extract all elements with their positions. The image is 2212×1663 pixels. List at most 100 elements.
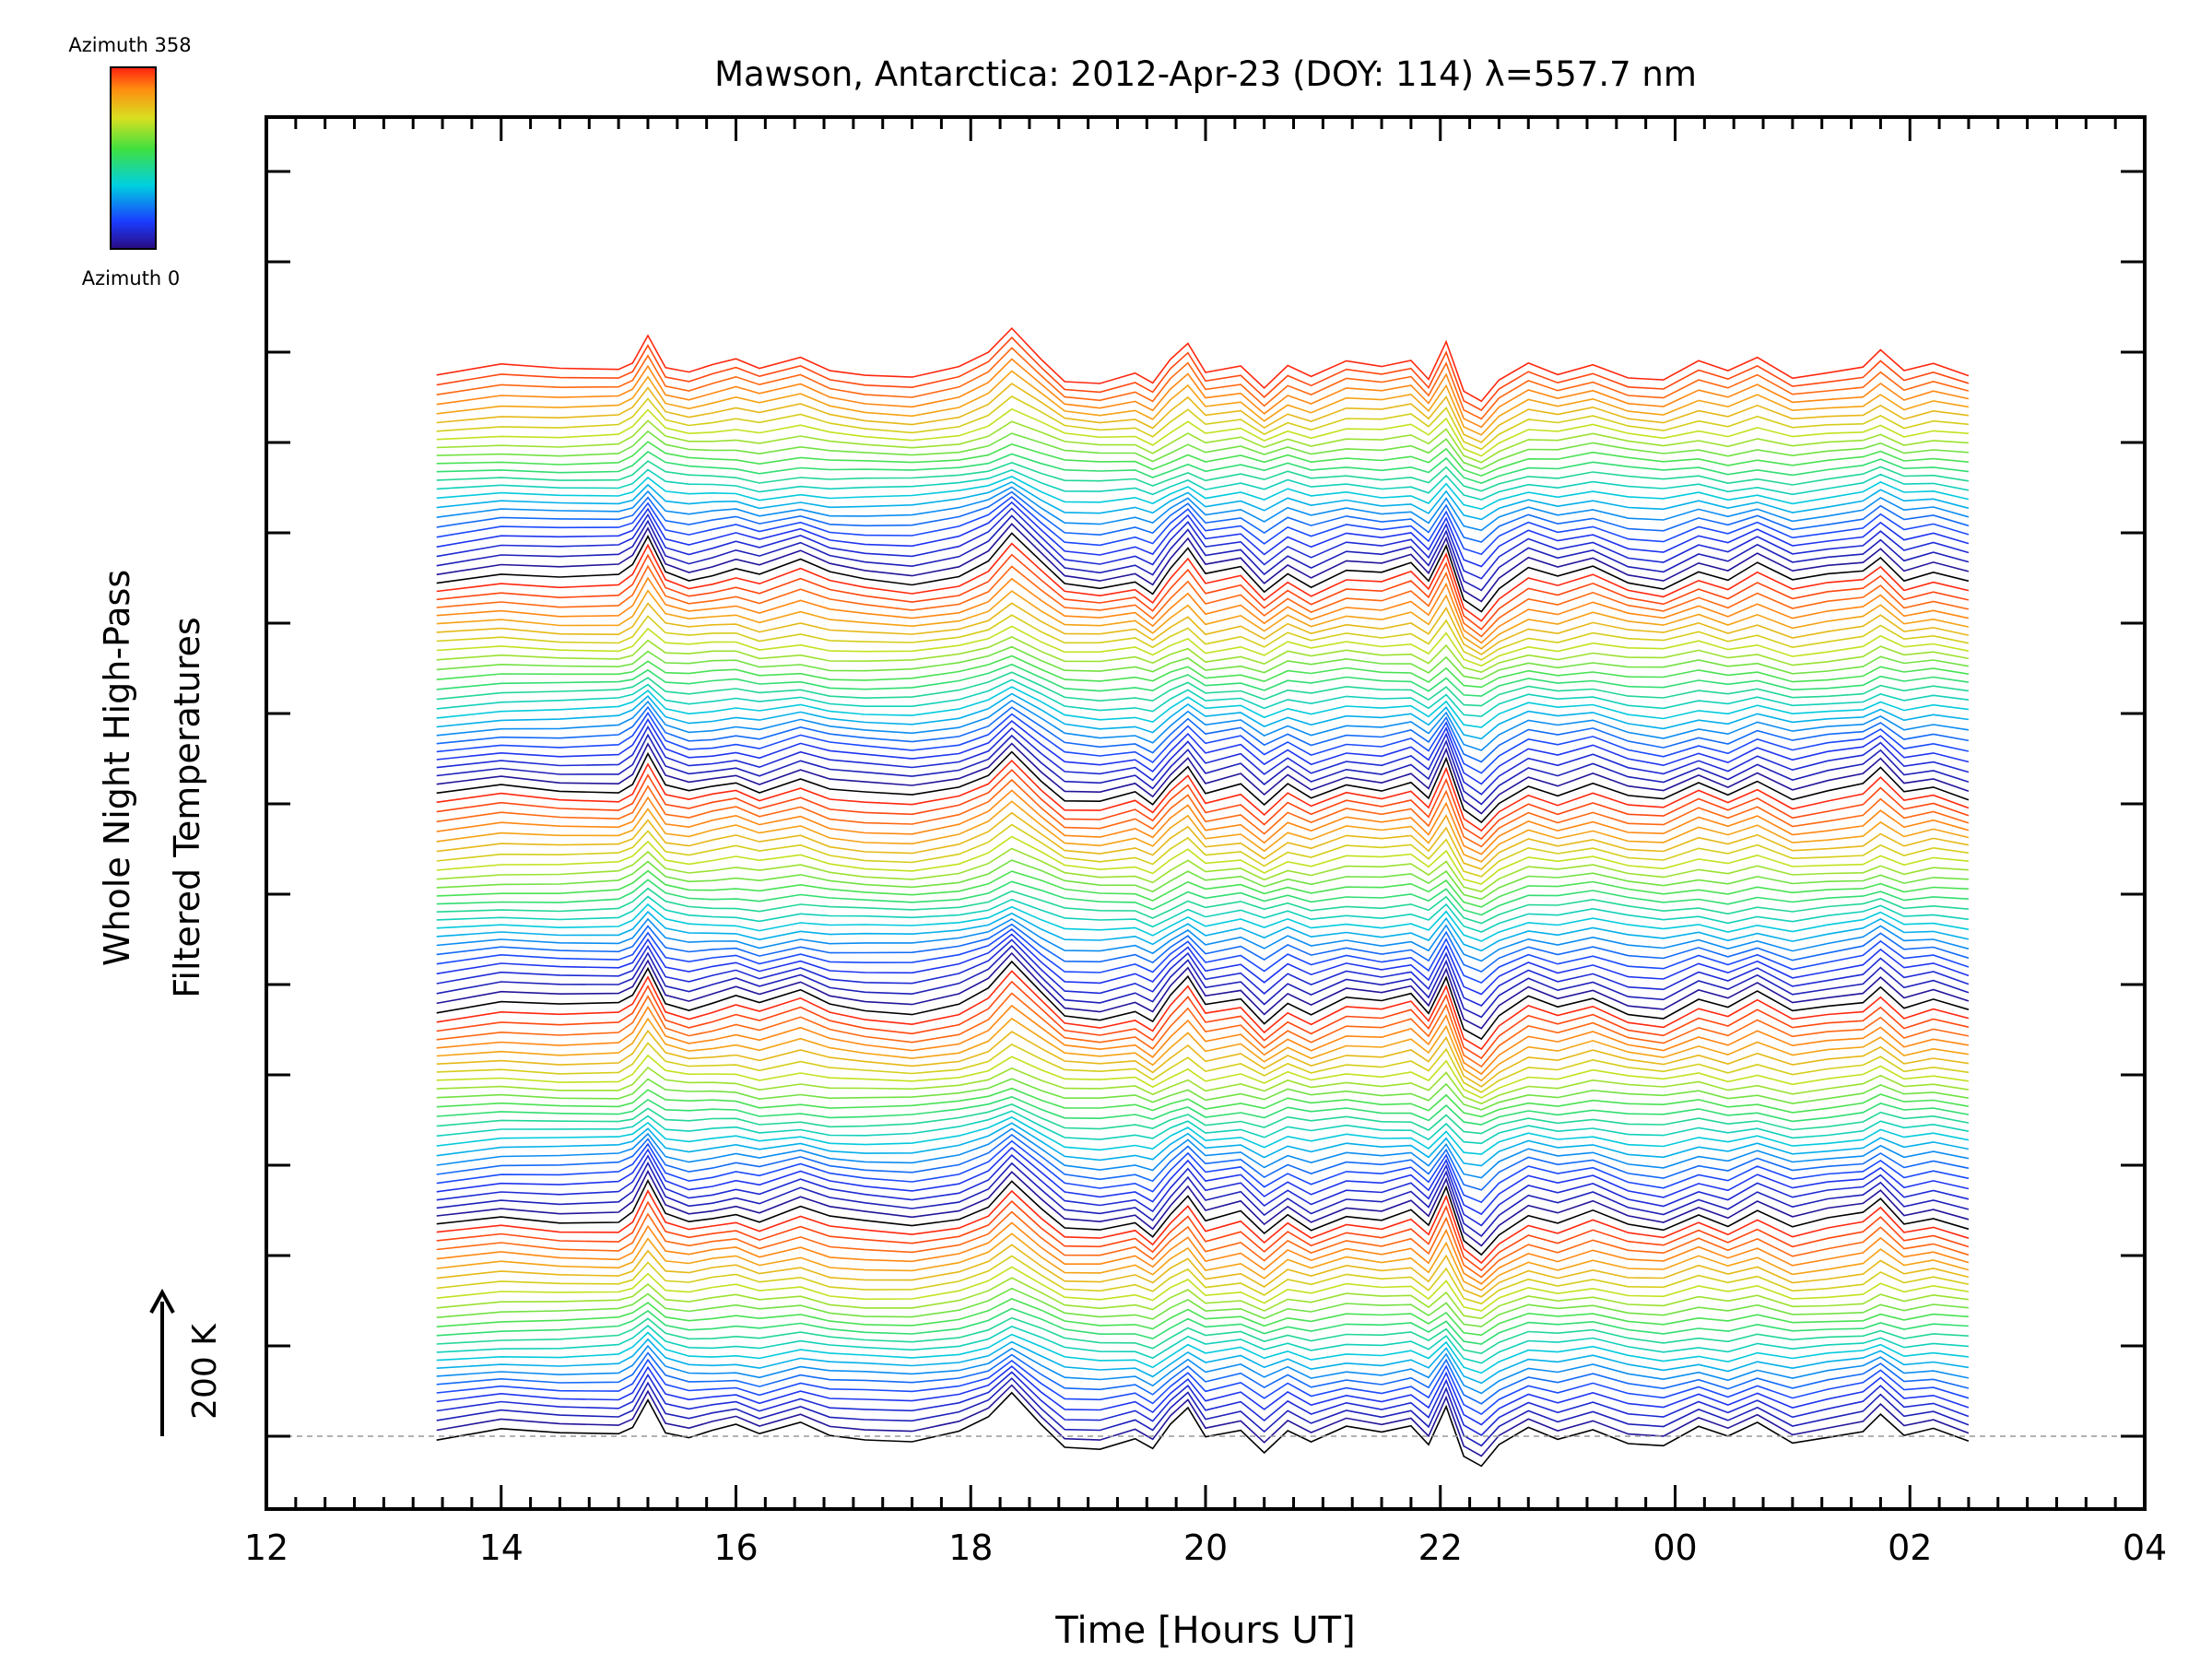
colorbar: Azimuth 358 Azimuth 0 (68, 34, 191, 289)
colorbar-top-label: Azimuth 358 (68, 34, 191, 56)
trace-line (436, 1266, 1970, 1312)
trace-line (436, 1029, 1970, 1088)
trace-line (436, 1365, 1970, 1426)
x-tick-label: 14 (479, 1527, 524, 1568)
trace-line (436, 1122, 1970, 1167)
trace-line (436, 903, 1970, 942)
trace-line (436, 847, 1969, 893)
colorbar-bottom-label: Azimuth 0 (82, 267, 181, 289)
trace-line (436, 655, 1970, 689)
trace-line (436, 1087, 1970, 1118)
trace-line (436, 1103, 1970, 1135)
trace-line (436, 1210, 1970, 1279)
trace-line (436, 692, 1970, 740)
trace-line (436, 1377, 1970, 1447)
trace-line (436, 507, 1970, 580)
scale-bar: 200 K (149, 1288, 224, 1436)
trace-line (436, 705, 1970, 763)
trace-line (436, 1338, 1970, 1385)
trace-line (436, 678, 1970, 717)
trace-line (436, 835, 1969, 885)
trace-line (436, 542, 1970, 622)
trace-line (436, 1042, 1970, 1093)
trace-line (436, 938, 1970, 1007)
trace-line (436, 927, 1970, 985)
trace-line (436, 1384, 1970, 1457)
trace-line (436, 419, 1969, 464)
trace-line (436, 1116, 1970, 1155)
trace-line (436, 980, 1970, 1060)
trace-group (436, 326, 1970, 1468)
trace-line (436, 336, 1970, 412)
trace-line (436, 663, 1970, 697)
trace-line (436, 501, 1970, 568)
chart-title: Mawson, Antarctica: 2012-Apr-23 (DOY: 11… (714, 54, 1697, 94)
trace-line (436, 1161, 1970, 1237)
trace-line (436, 945, 1970, 1019)
trace-line (436, 879, 1969, 916)
x-tick-label: 04 (2123, 1527, 2167, 1568)
x-tick-label: 00 (1653, 1527, 1697, 1568)
trace-line (436, 759, 1970, 832)
trace-line (436, 589, 1970, 650)
trace-line (436, 1153, 1970, 1227)
trace-line (436, 686, 1970, 728)
trace-line (436, 1307, 1969, 1345)
trace-line (436, 1391, 1970, 1468)
trace-line (436, 1277, 1970, 1320)
trace-line (436, 917, 1970, 962)
trace-line (436, 468, 1970, 501)
colorbar-scale (110, 66, 157, 250)
x-tick-label: 18 (948, 1527, 993, 1568)
trace-line (436, 960, 1970, 1041)
trace-line (436, 778, 1970, 848)
trace-line (436, 1139, 1970, 1204)
trace-line (436, 1358, 1970, 1416)
trace-line (436, 823, 1970, 878)
trace-line (436, 636, 1970, 673)
trace-line (436, 1316, 1969, 1355)
trace-line (436, 789, 1970, 855)
x-tick-label: 22 (1418, 1527, 1463, 1568)
trace-line (436, 645, 1970, 680)
x-tick-label: 12 (244, 1527, 288, 1568)
trace-line (436, 451, 1969, 484)
trace-line (436, 887, 1969, 925)
trace-line (436, 514, 1970, 592)
trace-line (436, 326, 1970, 403)
trace-line (436, 480, 1970, 521)
trace-line (436, 395, 1969, 451)
y-axis-label-line1: Whole Night High-Pass (97, 570, 137, 966)
x-tick-label: 16 (713, 1527, 758, 1568)
trace-line (436, 576, 1970, 644)
trace-line (436, 1189, 1970, 1265)
trace-line (436, 1255, 1970, 1305)
trace-line (436, 523, 1970, 603)
trace-line (436, 1325, 1969, 1364)
trace-line (436, 859, 1969, 901)
axis-ticks (265, 117, 2147, 1509)
trace-line (436, 970, 1970, 1051)
trace-line (436, 1221, 1970, 1285)
trace-line (436, 1351, 1970, 1405)
y-axis-label-line2: Filtered Temperatures (167, 617, 207, 997)
trace-line (436, 1127, 1970, 1179)
trace-line (436, 800, 1970, 863)
trace-line (436, 490, 1970, 543)
trace-line (436, 733, 1970, 806)
trace-line (436, 1244, 1970, 1298)
trace-line (436, 1054, 1970, 1099)
trace-line (436, 951, 1970, 1030)
trace-line (436, 625, 1970, 667)
trace-line (436, 1169, 1970, 1247)
trace-line (436, 553, 1970, 631)
trace-line (436, 1133, 1970, 1191)
trace-line (436, 725, 1970, 796)
trace-line (436, 933, 1970, 996)
trace-line (436, 383, 1970, 443)
trace-line (436, 441, 1969, 478)
trace-line (436, 1331, 1969, 1374)
trace-line (436, 532, 1970, 613)
trace-line (436, 1344, 1970, 1395)
